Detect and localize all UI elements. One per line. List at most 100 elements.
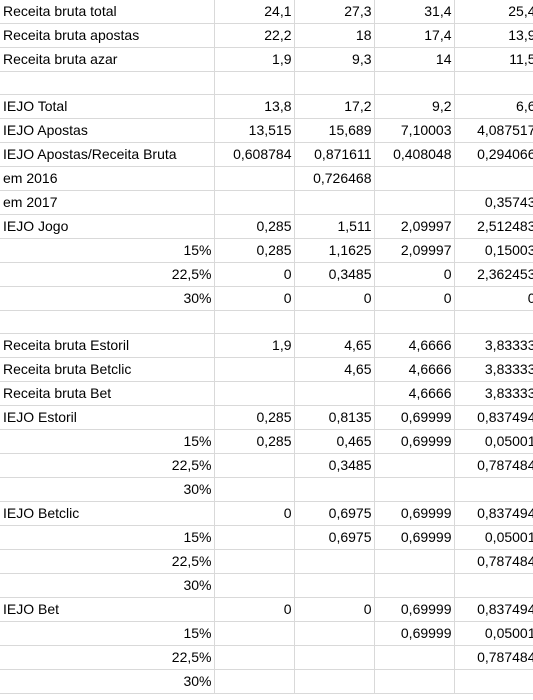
value-cell[interactable] (294, 621, 375, 646)
value-cell[interactable]: 1,9 (214, 333, 295, 358)
row-label-cell[interactable]: IEJO Jogo (0, 214, 215, 239)
value-cell[interactable]: 0,05001 (454, 621, 533, 646)
value-cell[interactable]: 6,6 (454, 94, 533, 119)
value-cell[interactable]: 0,69999 (374, 621, 455, 646)
value-cell[interactable] (454, 573, 533, 598)
value-cell[interactable] (454, 310, 533, 334)
value-cell[interactable] (214, 549, 295, 574)
value-cell[interactable]: 0,608784 (214, 142, 295, 167)
value-cell[interactable]: 27,3 (294, 0, 375, 24)
value-cell[interactable] (214, 573, 295, 598)
value-cell[interactable]: 15,689 (294, 118, 375, 143)
value-cell[interactable]: 0 (294, 597, 375, 622)
value-cell[interactable]: 0,8135 (294, 405, 375, 430)
value-cell[interactable] (374, 166, 455, 191)
value-cell[interactable]: 7,10003 (374, 118, 455, 143)
value-cell[interactable]: 3,83333 (454, 357, 533, 382)
value-cell[interactable]: 31,4 (374, 0, 455, 24)
value-cell[interactable] (214, 525, 295, 550)
value-cell[interactable]: 0,05001 (454, 525, 533, 550)
value-cell[interactable] (214, 477, 295, 502)
value-cell[interactable]: 0 (294, 286, 375, 311)
value-cell[interactable] (374, 310, 455, 334)
row-label-cell[interactable]: Receita bruta azar (0, 47, 215, 72)
value-cell[interactable]: 0,787484 (454, 645, 533, 670)
value-cell[interactable] (214, 357, 295, 382)
value-cell[interactable]: 0 (214, 597, 295, 622)
value-cell[interactable]: 0,787484 (454, 453, 533, 478)
row-label-cell[interactable]: Receita bruta Estoril (0, 333, 215, 358)
value-cell[interactable] (214, 190, 295, 215)
value-cell[interactable] (214, 621, 295, 646)
row-label-cell[interactable]: 15% (0, 238, 215, 263)
value-cell[interactable]: 0,6975 (294, 525, 375, 550)
value-cell[interactable]: 0,69999 (374, 525, 455, 550)
value-cell[interactable]: 14 (374, 47, 455, 72)
value-cell[interactable]: 25,4 (454, 0, 533, 24)
row-label-cell[interactable]: em 2017 (0, 190, 215, 215)
value-cell[interactable]: 0,285 (214, 429, 295, 454)
value-cell[interactable]: 0 (214, 262, 295, 287)
value-cell[interactable] (374, 573, 455, 598)
row-label-cell[interactable]: 30% (0, 573, 215, 598)
value-cell[interactable]: 0,294066 (454, 142, 533, 167)
value-cell[interactable]: 0,871611 (294, 142, 375, 167)
row-label-cell[interactable]: 22,5% (0, 262, 215, 287)
value-cell[interactable] (374, 645, 455, 670)
value-cell[interactable]: 0,3485 (294, 262, 375, 287)
value-cell[interactable] (214, 453, 295, 478)
value-cell[interactable]: 0,408048 (374, 142, 455, 167)
value-cell[interactable] (294, 573, 375, 598)
value-cell[interactable]: 22,2 (214, 23, 295, 48)
value-cell[interactable]: 2,09997 (374, 214, 455, 239)
value-cell[interactable] (374, 477, 455, 502)
row-label-cell[interactable]: IEJO Bet (0, 597, 215, 622)
value-cell[interactable]: 1,1625 (294, 238, 375, 263)
value-cell[interactable] (374, 549, 455, 574)
value-cell[interactable]: 0,3485 (294, 453, 375, 478)
value-cell[interactable]: 0 (454, 286, 533, 311)
row-label-cell[interactable]: IEJO Estoril (0, 405, 215, 430)
value-cell[interactable] (294, 669, 375, 694)
value-cell[interactable]: 4,6666 (374, 333, 455, 358)
row-label-cell[interactable]: 30% (0, 669, 215, 694)
value-cell[interactable]: 0,69999 (374, 501, 455, 526)
value-cell[interactable]: 0 (214, 286, 295, 311)
value-cell[interactable] (374, 453, 455, 478)
row-label-cell[interactable]: 30% (0, 286, 215, 311)
value-cell[interactable] (214, 310, 295, 334)
value-cell[interactable]: 3,83333 (454, 381, 533, 406)
value-cell[interactable]: 0,837494 (454, 597, 533, 622)
value-cell[interactable] (214, 645, 295, 670)
value-cell[interactable] (454, 477, 533, 502)
value-cell[interactable] (454, 166, 533, 191)
row-label-cell[interactable]: 22,5% (0, 453, 215, 478)
value-cell[interactable] (214, 71, 295, 95)
row-label-cell[interactable]: Receita bruta Betclic (0, 357, 215, 382)
value-cell[interactable] (294, 645, 375, 670)
row-label-cell[interactable]: 15% (0, 429, 215, 454)
value-cell[interactable] (294, 310, 375, 334)
value-cell[interactable]: 0 (214, 501, 295, 526)
value-cell[interactable]: 0,6975 (294, 501, 375, 526)
value-cell[interactable]: 9,2 (374, 94, 455, 119)
value-cell[interactable]: 0,285 (214, 238, 295, 263)
value-cell[interactable] (294, 71, 375, 95)
value-cell[interactable]: 3,83333 (454, 333, 533, 358)
value-cell[interactable]: 2,362453 (454, 262, 533, 287)
value-cell[interactable]: 13,8 (214, 94, 295, 119)
value-cell[interactable]: 0,726468 (294, 166, 375, 191)
row-label-cell[interactable]: IEJO Betclic (0, 501, 215, 526)
value-cell[interactable]: 0 (374, 262, 455, 287)
value-cell[interactable] (214, 669, 295, 694)
row-label-cell[interactable]: 22,5% (0, 549, 215, 574)
value-cell[interactable]: 9,3 (294, 47, 375, 72)
value-cell[interactable]: 24,1 (214, 0, 295, 24)
value-cell[interactable]: 0,15003 (454, 238, 533, 263)
value-cell[interactable]: 0,285 (214, 214, 295, 239)
value-cell[interactable]: 0 (374, 286, 455, 311)
value-cell[interactable] (294, 190, 375, 215)
value-cell[interactable]: 0,837494 (454, 501, 533, 526)
value-cell[interactable]: 0,69999 (374, 597, 455, 622)
value-cell[interactable]: 4,6666 (374, 357, 455, 382)
